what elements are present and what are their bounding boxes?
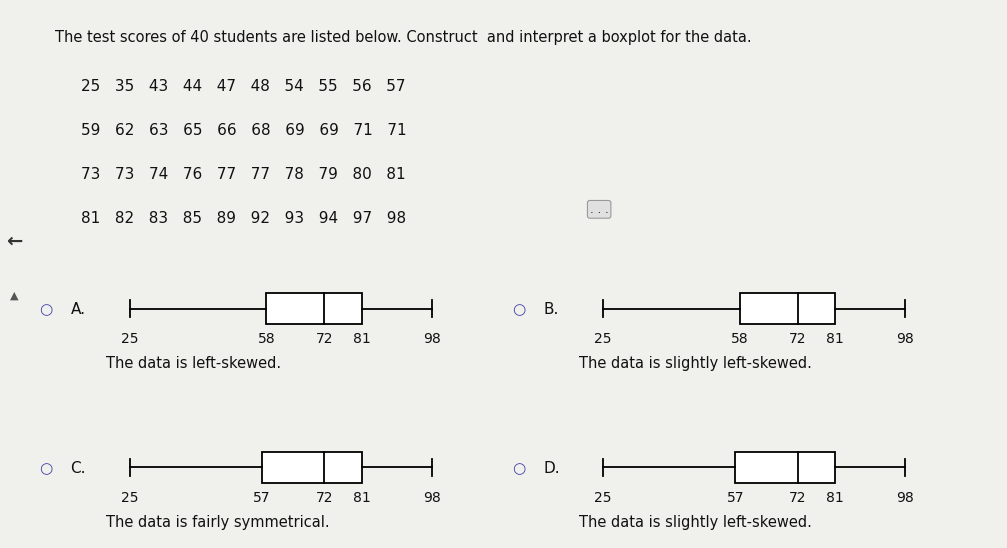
Text: 73   73   74   76   77   77   78   79   80   81: 73 73 74 76 77 77 78 79 80 81 — [81, 167, 405, 182]
Text: ○: ○ — [38, 461, 52, 476]
Text: 81: 81 — [352, 491, 371, 505]
Text: The data is slightly left-skewed.: The data is slightly left-skewed. — [579, 515, 812, 530]
Text: 58: 58 — [731, 332, 748, 346]
Text: 58: 58 — [258, 332, 275, 346]
Text: ○: ○ — [38, 302, 52, 317]
Text: 25   35   43   44   47   48   54   55   56   57: 25 35 43 44 47 48 54 55 56 57 — [81, 79, 405, 94]
Text: The data is left-skewed.: The data is left-skewed. — [106, 356, 281, 371]
Text: 72: 72 — [788, 491, 807, 505]
Text: 81: 81 — [826, 332, 844, 346]
Text: D.: D. — [544, 461, 561, 476]
Text: 25: 25 — [121, 491, 138, 505]
Text: . . .: . . . — [590, 203, 608, 216]
Text: 25: 25 — [594, 332, 611, 346]
Text: 81   82   83   85   89   92   93   94   97   98: 81 82 83 85 89 92 93 94 97 98 — [81, 211, 406, 226]
Bar — [739, 294, 835, 323]
Text: 72: 72 — [788, 332, 807, 346]
Text: 98: 98 — [896, 332, 914, 346]
Text: 81: 81 — [352, 332, 371, 346]
Text: ←: ← — [6, 232, 22, 250]
Text: 72: 72 — [315, 491, 333, 505]
Bar — [262, 453, 362, 482]
Text: 25: 25 — [594, 491, 611, 505]
Text: C.: C. — [70, 461, 86, 476]
Bar — [735, 453, 835, 482]
Text: ▲: ▲ — [10, 291, 18, 301]
Text: 98: 98 — [423, 491, 441, 505]
Text: A.: A. — [70, 302, 86, 317]
Text: ○: ○ — [512, 302, 526, 317]
Text: 59   62   63   65   66   68   69   69   71   71: 59 62 63 65 66 68 69 69 71 71 — [81, 123, 406, 138]
Text: 57: 57 — [727, 491, 744, 505]
Text: The data is fairly symmetrical.: The data is fairly symmetrical. — [106, 515, 329, 530]
Text: 57: 57 — [254, 491, 271, 505]
Text: The test scores of 40 students are listed below. Construct  and interpret a boxp: The test scores of 40 students are liste… — [55, 30, 752, 45]
Text: The data is slightly left-skewed.: The data is slightly left-skewed. — [579, 356, 812, 371]
Text: 98: 98 — [896, 491, 914, 505]
Text: ○: ○ — [512, 461, 526, 476]
Bar — [266, 294, 362, 323]
Text: B.: B. — [544, 302, 559, 317]
Text: 81: 81 — [826, 491, 844, 505]
Text: 25: 25 — [121, 332, 138, 346]
Text: 98: 98 — [423, 332, 441, 346]
Text: 72: 72 — [315, 332, 333, 346]
